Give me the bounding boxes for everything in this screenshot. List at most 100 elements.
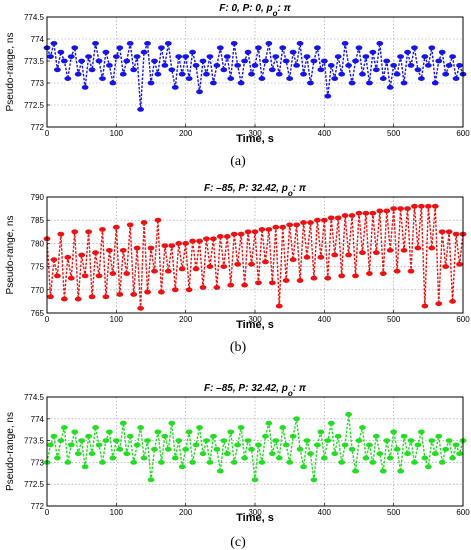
y-axis-label: Pseudo-range, ns: [5, 412, 16, 491]
data-point: [206, 460, 214, 465]
x-tick-label: 200: [179, 129, 193, 138]
data-point: [175, 54, 183, 59]
data-point: [286, 222, 294, 228]
data-point: [383, 438, 391, 443]
data-point: [400, 433, 408, 439]
data-point: [50, 41, 58, 46]
data-point: [435, 301, 443, 307]
data-point: [57, 231, 65, 237]
data-point: [71, 429, 79, 435]
data-point: [407, 268, 415, 274]
data-point: [390, 206, 398, 212]
data-point: [379, 76, 387, 81]
data-point: [95, 58, 103, 64]
data-point: [164, 268, 172, 274]
data-point: [210, 433, 217, 439]
data-point: [126, 41, 134, 46]
data-point: [234, 442, 242, 448]
data-point: [428, 245, 436, 251]
data-point: [317, 254, 325, 260]
data-point: [331, 252, 339, 258]
x-tick-label: 100: [110, 129, 124, 138]
data-point: [366, 271, 373, 276]
data-point: [303, 54, 311, 59]
data-point: [414, 67, 422, 73]
y-tick-label: 773: [31, 458, 45, 467]
data-point: [126, 433, 134, 439]
y-tick-label: 773.5: [24, 437, 45, 446]
data-point: [175, 438, 183, 443]
x-tick-label: 300: [248, 315, 262, 324]
data-point: [379, 468, 387, 474]
data-point: [64, 76, 72, 81]
data-point: [67, 275, 75, 281]
data-point: [182, 241, 190, 246]
data-point: [369, 49, 377, 55]
data-point: [230, 231, 238, 237]
data-point: [54, 67, 61, 73]
x-tick-label: 300: [248, 129, 262, 138]
data-point: [262, 58, 269, 64]
axes-frame: [46, 396, 464, 507]
data-point: [106, 429, 113, 435]
data-point: [456, 261, 463, 267]
data-point: [431, 203, 439, 209]
data-point: [431, 451, 439, 457]
data-point: [92, 425, 99, 430]
data-point: [251, 63, 259, 68]
x-axis-label: Time, s: [236, 319, 274, 331]
chart-panel-3: 0 100 200 300 400 500 600 772 772.5 773 773.5 774 77…: [5, 383, 470, 550]
data-point: [449, 54, 456, 59]
x-tick-label: 100: [110, 315, 124, 324]
data-point: [54, 455, 61, 461]
data-point: [158, 289, 165, 295]
data-point: [92, 250, 99, 256]
data-point: [251, 477, 259, 483]
data-point: [47, 54, 54, 59]
data-point: [258, 76, 266, 81]
y-tick-label: 772: [31, 502, 45, 511]
data-point: [133, 245, 141, 251]
data-point: [106, 247, 113, 253]
data-point: [112, 438, 120, 443]
data-point: [85, 433, 92, 439]
data-point: [345, 252, 352, 258]
x-axis-label: Time, s: [236, 512, 274, 524]
data-point: [230, 41, 238, 46]
data-point: [81, 85, 89, 90]
data-point: [57, 49, 65, 55]
data-point: [116, 292, 124, 297]
data-point: [334, 215, 342, 221]
data-point: [262, 433, 269, 439]
data-point: [168, 243, 176, 249]
data-point: [78, 252, 86, 258]
data-point: [331, 76, 339, 81]
data-point: [95, 442, 103, 448]
y-tick-label: 775: [31, 263, 45, 272]
data-point: [203, 438, 210, 443]
data-point: [85, 229, 92, 235]
data-point: [324, 93, 332, 99]
data-point: [99, 76, 106, 81]
data-point: [161, 433, 169, 439]
y-tick-label: 772.5: [24, 101, 45, 110]
data-point: [81, 464, 89, 470]
data-point: [411, 45, 418, 51]
data-point: [438, 229, 446, 235]
data-point: [192, 63, 200, 68]
x-tick-label: 600: [456, 129, 470, 138]
data-point: [102, 438, 110, 443]
data-point: [171, 287, 179, 293]
data-point: [227, 282, 235, 288]
data-point: [372, 67, 380, 73]
data-point: [147, 477, 155, 483]
data-point: [185, 429, 193, 435]
data-point: [411, 203, 418, 209]
data-point: [88, 294, 96, 300]
data-point: [213, 446, 221, 452]
data-point: [185, 76, 193, 81]
data-point: [282, 442, 290, 448]
x-tick-label: 400: [318, 315, 332, 324]
data-point: [185, 287, 193, 293]
